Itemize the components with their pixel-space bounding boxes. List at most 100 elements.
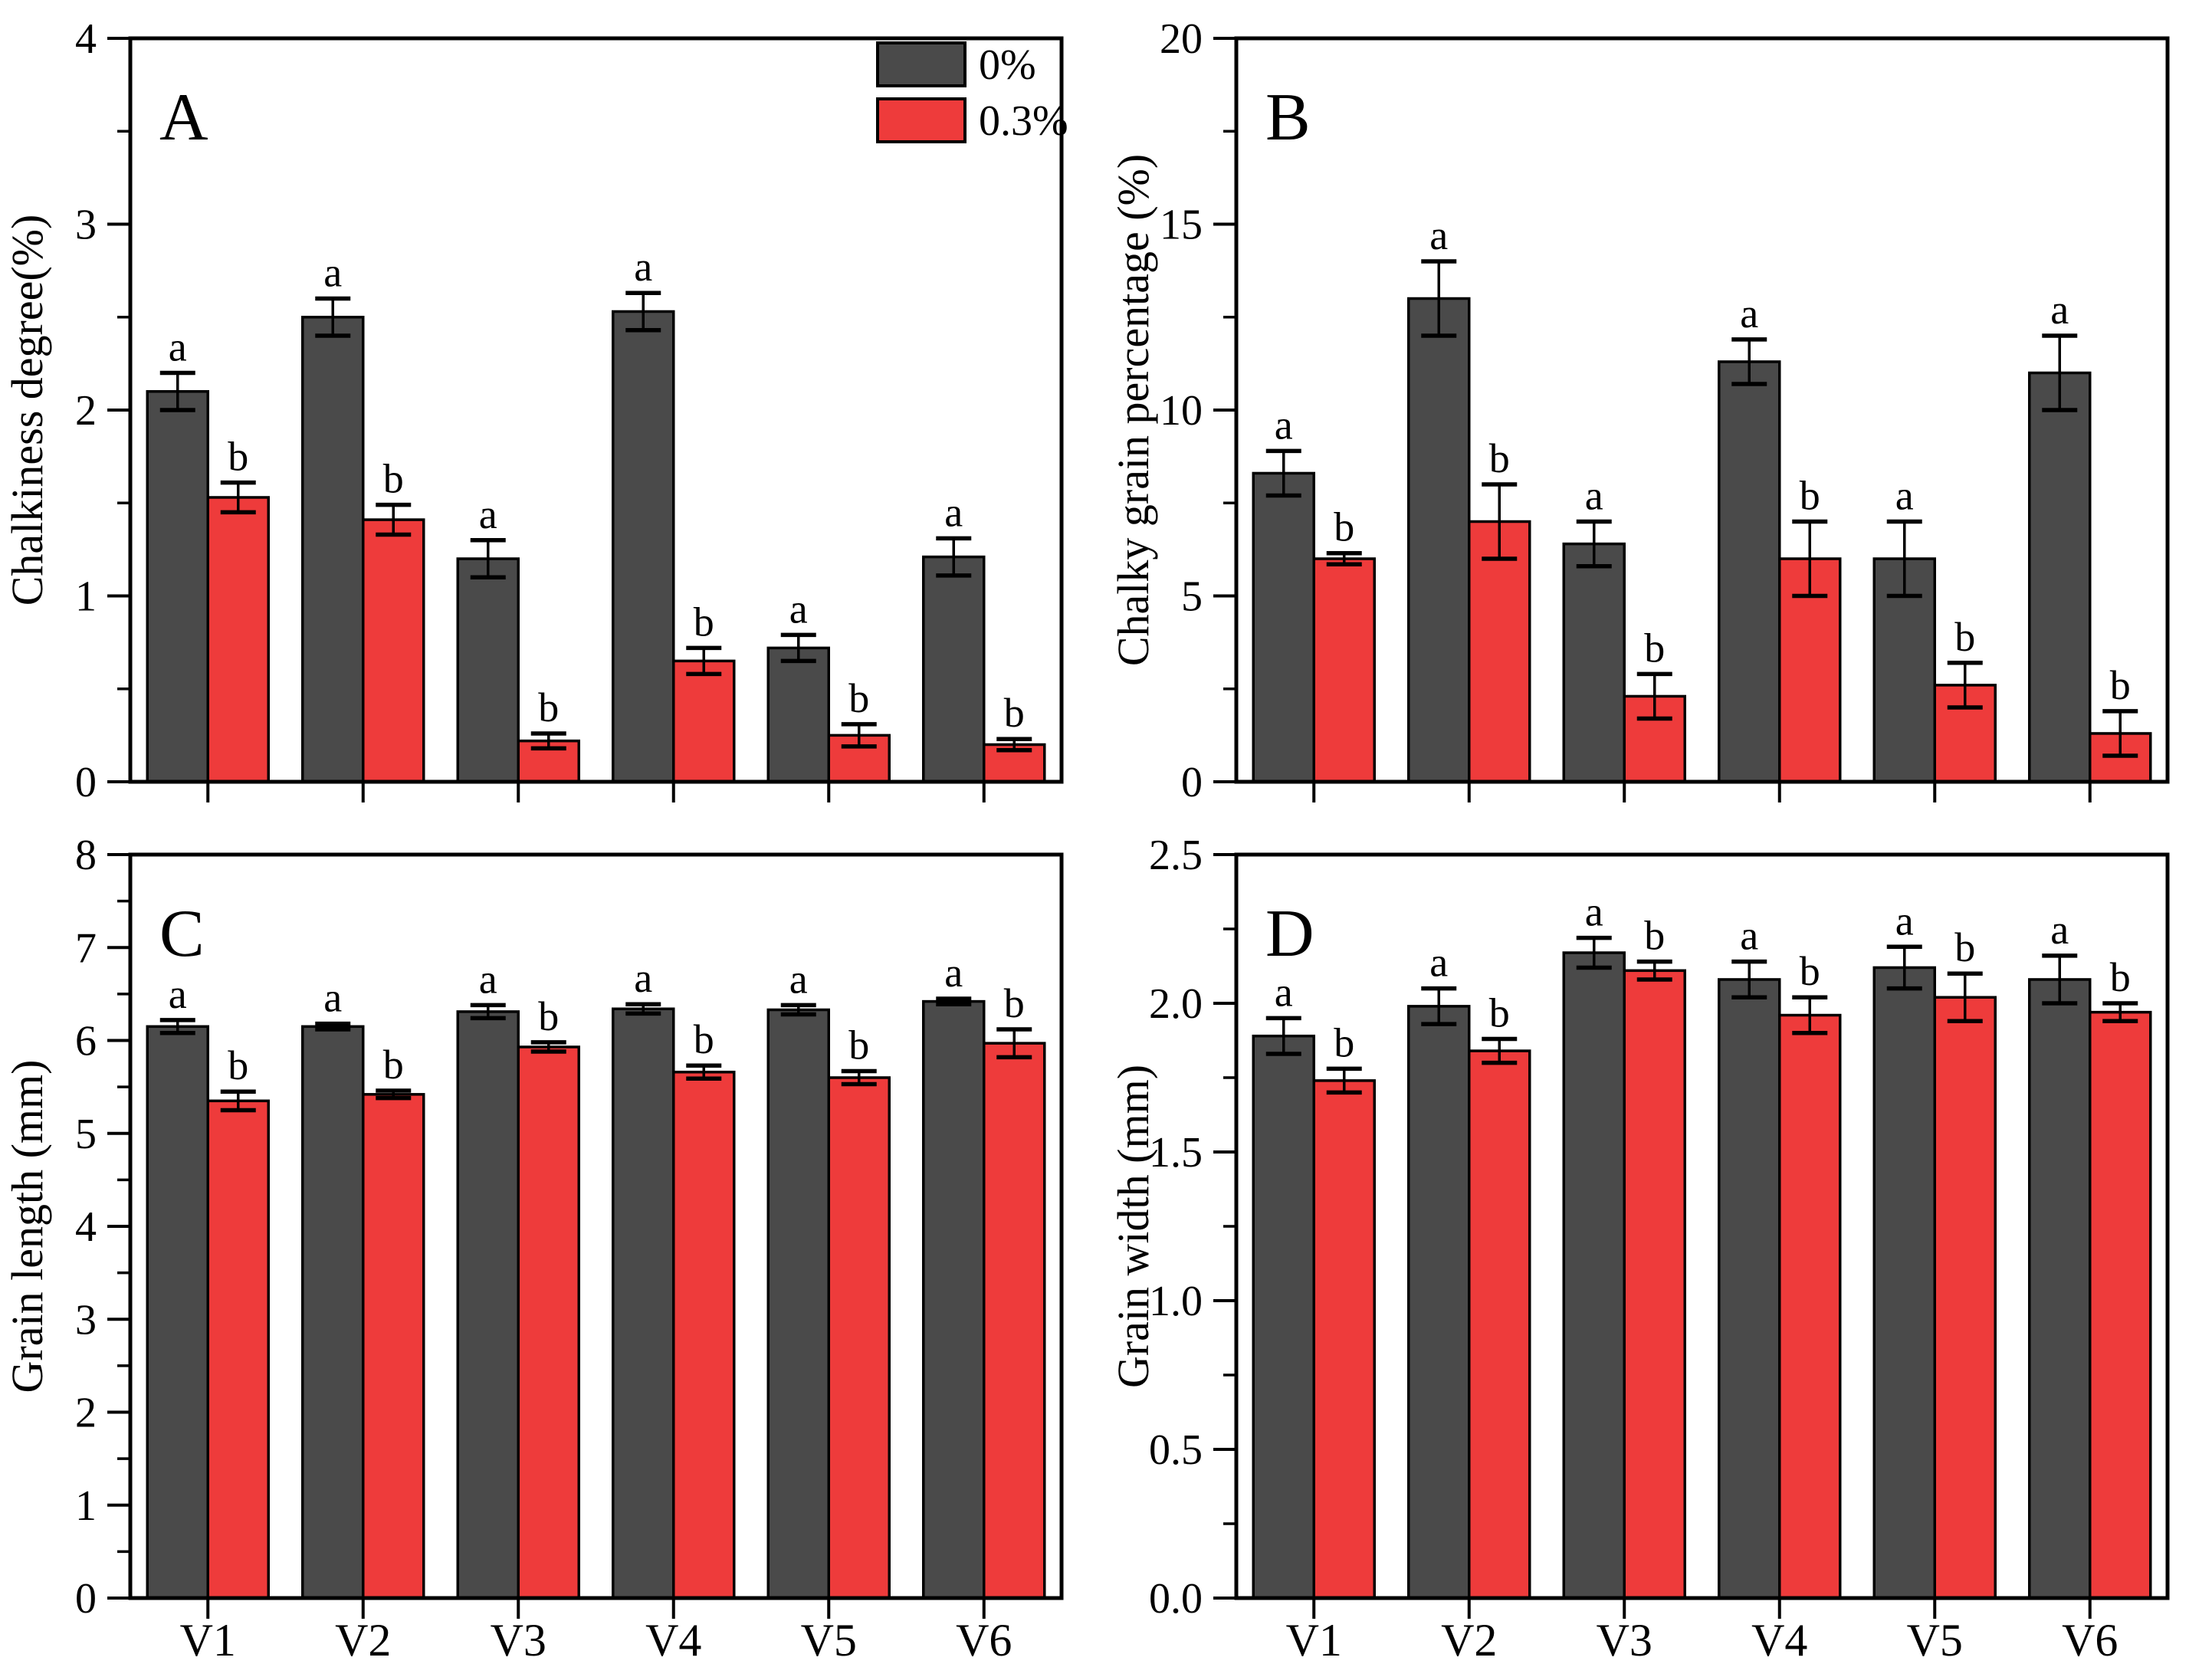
bar-0.3%-V4 bbox=[1778, 1013, 1842, 1600]
y-tick-label: 4 bbox=[75, 15, 97, 63]
y-tick-label: 4 bbox=[75, 1203, 97, 1251]
panel-letter-B: B bbox=[1265, 80, 1311, 155]
sig-letter-0.3%-V4: b bbox=[694, 599, 714, 645]
sig-letter-0%-V1: a bbox=[1275, 402, 1293, 448]
x-tick-label-V2: V2 bbox=[335, 1615, 391, 1666]
bar-0%-V6 bbox=[2028, 978, 2092, 1600]
sig-letter-0.3%-V5: b bbox=[1954, 924, 1975, 970]
y-tick-label: 1 bbox=[75, 1482, 97, 1530]
panel-A: a a a a a a b b b b b b 0 1 2 3 4 Chalkiness degree(%) A 0%… bbox=[0, 0, 1106, 838]
y-tick-label: 6 bbox=[75, 1018, 97, 1065]
sig-letter-0.3%-V2: b bbox=[1489, 435, 1510, 481]
y-tick-label: 1 bbox=[75, 573, 97, 621]
sig-letter-0.3%-V1: b bbox=[1334, 504, 1354, 550]
bar-0.3%-V3 bbox=[517, 1045, 580, 1600]
bar-0%-V3 bbox=[456, 557, 520, 783]
bar-0.3%-V2 bbox=[362, 1093, 425, 1600]
y-tick-label: 3 bbox=[75, 1296, 97, 1344]
bar-0%-V6 bbox=[922, 999, 986, 1600]
sig-letter-0.3%-V5: b bbox=[1954, 614, 1975, 660]
sig-letter-0.3%-V1: b bbox=[228, 434, 248, 480]
y-tick-label: 2 bbox=[75, 1390, 97, 1437]
bar-0%-V1 bbox=[1252, 471, 1315, 783]
y-tick-label: 0 bbox=[75, 759, 97, 806]
x-tick-label-V4: V4 bbox=[1751, 1615, 1807, 1666]
sig-letter-0%-V2: a bbox=[1429, 212, 1448, 258]
sig-letter-0%-V5: a bbox=[789, 956, 808, 1002]
sig-letter-0%-V4: a bbox=[634, 955, 652, 1001]
bar-0.3%-V6 bbox=[2089, 1010, 2152, 1600]
plot-frame bbox=[1234, 36, 2170, 784]
sig-letter-0.3%-V3: b bbox=[538, 993, 559, 1039]
bar-0%-V1 bbox=[1252, 1034, 1315, 1600]
sig-letter-0.3%-V1: b bbox=[1334, 1019, 1354, 1065]
bar-0.3%-V4 bbox=[672, 1070, 736, 1600]
y-tick-label: 0.0 bbox=[1149, 1575, 1203, 1623]
bar-0.3%-V1 bbox=[206, 1099, 270, 1600]
legend-swatch-0% bbox=[876, 41, 967, 87]
bar-0%-V2 bbox=[301, 1025, 365, 1600]
bar-0.3%-V6 bbox=[983, 1042, 1046, 1600]
sig-letter-0%-V3: a bbox=[479, 956, 497, 1002]
y-tick-label: 8 bbox=[75, 838, 97, 879]
bar-0.3%-V5 bbox=[827, 1076, 891, 1600]
y-tick-label: 3 bbox=[75, 202, 97, 249]
bar-0.3%-V3 bbox=[1623, 969, 1686, 1600]
panel-letter-D: D bbox=[1265, 897, 1314, 971]
bar-0.3%-V4 bbox=[672, 659, 736, 783]
y-axis-title: Chalky grain percentage (%) bbox=[1108, 154, 1158, 666]
plot-frame bbox=[128, 852, 1064, 1600]
y-tick-label: 0.5 bbox=[1149, 1426, 1203, 1474]
panel-C: a a a a a a b b b b b b 0 1 2 3 4 5 6 7 8 V1 V2 V3 V4 V5 V6 Grain l… bbox=[0, 838, 1106, 1677]
sig-letter-0%-V1: a bbox=[1275, 969, 1293, 1015]
sig-letter-0%-V3: a bbox=[1585, 473, 1603, 519]
y-tick-label: 15 bbox=[1160, 202, 1203, 249]
bar-0.3%-V5 bbox=[1933, 996, 1997, 1600]
bar-0.3%-V1 bbox=[1312, 1079, 1376, 1600]
panel-letter-A: A bbox=[159, 80, 208, 155]
sig-letter-0%-V2: a bbox=[323, 975, 342, 1021]
sig-letter-0.3%-V6: b bbox=[1004, 980, 1025, 1026]
x-tick-label-V5: V5 bbox=[801, 1615, 857, 1666]
x-tick-label-V3: V3 bbox=[1597, 1615, 1652, 1666]
x-tick-label-V5: V5 bbox=[1907, 1615, 1963, 1666]
y-tick-label: 1.0 bbox=[1149, 1278, 1203, 1325]
panel-b-chart: a a a a a a b b b b b b 0 5 10 15 20 Chalky grain percent… bbox=[1108, 15, 2170, 806]
bar-0%-V5 bbox=[1872, 966, 1936, 1600]
y-tick-label: 10 bbox=[1160, 387, 1203, 435]
y-tick-label: 0 bbox=[1181, 759, 1203, 806]
y-tick-label: 20 bbox=[1160, 15, 1203, 63]
bar-0%-V6 bbox=[922, 555, 986, 783]
x-tick-label-V3: V3 bbox=[491, 1615, 546, 1666]
sig-letter-0.3%-V4: b bbox=[694, 1016, 714, 1062]
y-axis-title: Chalkiness degree(%) bbox=[2, 215, 52, 606]
sig-letter-0.3%-V2: b bbox=[383, 456, 404, 502]
sig-letter-0.3%-V1: b bbox=[228, 1042, 248, 1088]
y-axis-title: Grain length (mm) bbox=[2, 1060, 52, 1393]
sig-letter-0%-V6: a bbox=[944, 950, 963, 996]
x-tick-label-V2: V2 bbox=[1441, 1615, 1497, 1666]
y-tick-label: 5 bbox=[75, 1111, 97, 1158]
bar-0.3%-V1 bbox=[1312, 557, 1376, 783]
sig-letter-0%-V4: a bbox=[1740, 913, 1758, 959]
legend-label-0.3%: 0.3% bbox=[979, 97, 1068, 145]
x-tick-label-V1: V1 bbox=[180, 1615, 236, 1666]
sig-letter-0%-V2: a bbox=[1429, 940, 1448, 986]
y-tick-label: 7 bbox=[75, 924, 97, 972]
bar-0.3%-V2 bbox=[1468, 1049, 1531, 1600]
bar-0%-V4 bbox=[612, 310, 675, 783]
y-tick-label: 2.0 bbox=[1149, 980, 1203, 1028]
bar-0%-V3 bbox=[1562, 951, 1626, 1600]
sig-letter-0%-V5: a bbox=[1895, 898, 1914, 944]
sig-letter-0.3%-V3: b bbox=[1644, 913, 1665, 959]
panel-letter-C: C bbox=[159, 897, 205, 971]
plot-frame bbox=[1234, 852, 2170, 1600]
bar-0.3%-V2 bbox=[362, 518, 425, 783]
sig-letter-0.3%-V2: b bbox=[1489, 990, 1510, 1036]
sig-letter-0%-V1: a bbox=[169, 324, 187, 370]
sig-letter-0%-V4: a bbox=[1740, 290, 1758, 336]
